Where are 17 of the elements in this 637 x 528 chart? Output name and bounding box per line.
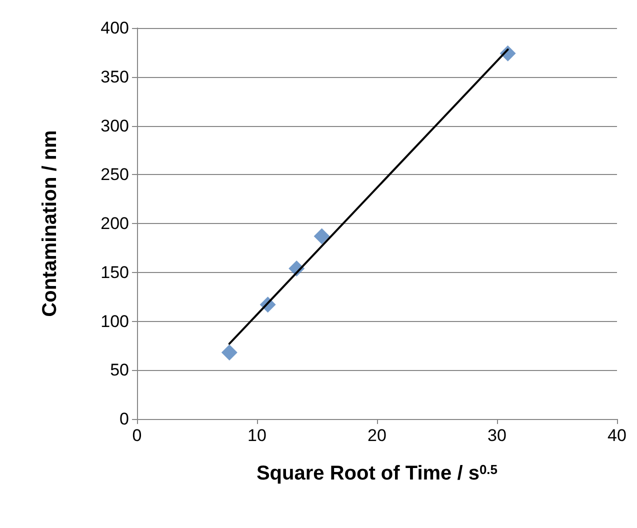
x-tick-label: 10 (248, 426, 266, 445)
y-axis-title: Contamination / nm (39, 130, 61, 317)
y-tick-label: 50 (110, 360, 129, 380)
y-tick-label: 100 (100, 312, 129, 331)
point (314, 228, 330, 244)
y-tick-label: 150 (100, 262, 129, 282)
y-tick-label: 250 (100, 165, 129, 184)
x-tick-label: 20 (368, 426, 386, 445)
y-tick-label: 0 (120, 410, 129, 428)
y-tick-label: 300 (100, 116, 129, 136)
y-tick-label: 200 (100, 214, 129, 233)
y-tick-label: 400 (100, 18, 129, 38)
x-tick-label: 30 (488, 426, 506, 445)
x-tick-label: 40 (608, 426, 626, 445)
y-tick-label: 350 (100, 67, 129, 86)
x-tick-label: 0 (132, 426, 142, 445)
point (221, 344, 238, 361)
